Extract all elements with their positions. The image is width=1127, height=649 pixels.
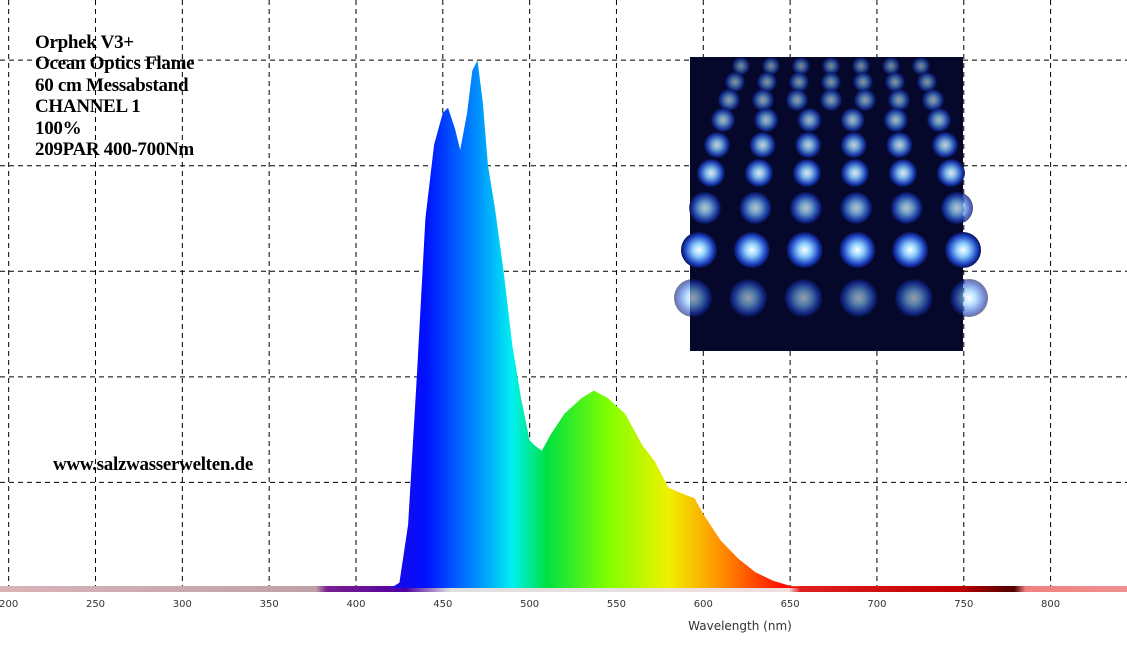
photo-led <box>854 89 876 111</box>
photo-led <box>745 159 773 187</box>
photo-led <box>841 159 869 187</box>
photo-led <box>885 72 905 92</box>
photo-led <box>840 108 865 132</box>
annotation: 100% <box>35 118 81 139</box>
x-tick-label: 650 <box>781 599 800 610</box>
photo-led <box>697 159 725 187</box>
photo-led <box>757 72 777 92</box>
x-tick-label: 300 <box>173 599 192 610</box>
photo-led <box>732 57 750 75</box>
photo-led <box>797 108 822 132</box>
photo-led <box>927 108 951 132</box>
x-tick-label: 350 <box>260 599 279 610</box>
photo-led <box>890 192 923 224</box>
photo-led <box>912 57 930 75</box>
x-tick-label: 500 <box>520 599 539 610</box>
photo-led <box>889 159 917 187</box>
photo-led <box>883 108 908 132</box>
photo-led <box>784 279 823 317</box>
annotation: 209PAR 400-700Nm <box>35 139 194 160</box>
photo-led <box>840 132 867 158</box>
x-tick-label: 550 <box>607 599 626 610</box>
photo-led <box>945 232 981 268</box>
photo-led <box>789 72 809 92</box>
photo-led <box>839 232 876 268</box>
photo-led <box>892 232 929 268</box>
baseline-strip <box>0 586 1127 592</box>
photo-led <box>795 132 822 158</box>
photo-led <box>762 57 780 75</box>
photo-led <box>749 132 776 158</box>
photo-led <box>786 232 823 268</box>
x-tick-label: 200 <box>0 599 18 610</box>
photo-led <box>894 279 933 317</box>
photo-led <box>941 192 973 224</box>
photo-led <box>711 108 735 132</box>
photo-led <box>792 57 810 75</box>
photo-led <box>681 232 717 268</box>
x-tick-label: 700 <box>867 599 886 610</box>
photo-led <box>917 72 937 92</box>
annotation: Ocean Optics Flame <box>35 53 194 74</box>
photo-led <box>853 72 873 92</box>
photo-led <box>789 192 822 224</box>
annotation: CHANNEL 1 <box>35 96 141 117</box>
photo-led <box>718 89 740 111</box>
photo-led <box>729 279 768 317</box>
annotation: Orphek V3+ <box>35 32 134 53</box>
photo-led <box>821 72 841 92</box>
x-tick-label: 250 <box>86 599 105 610</box>
photo-led <box>733 232 770 268</box>
annotation: 60 cm Messabstand <box>35 75 189 96</box>
x-tick-label: 400 <box>346 599 365 610</box>
photo-led <box>950 279 988 317</box>
photo-led <box>888 89 910 111</box>
photo-led <box>852 57 870 75</box>
photo-led <box>793 159 821 187</box>
photo-led <box>739 192 772 224</box>
photo-led <box>725 72 745 92</box>
photo-led <box>932 132 958 158</box>
x-tick-label: 800 <box>1041 599 1060 610</box>
x-tick-label: 450 <box>433 599 452 610</box>
photo-led <box>839 279 878 317</box>
watermark: www.salzwasserwelten.de <box>53 454 253 475</box>
photo-led <box>752 89 774 111</box>
photo-inset <box>674 57 988 351</box>
photo-led <box>786 89 808 111</box>
x-tick-label: 600 <box>694 599 713 610</box>
photo-led <box>820 89 842 111</box>
spectrum-area <box>390 60 808 588</box>
photo-led <box>704 132 730 158</box>
photo-led <box>822 57 840 75</box>
x-tick-label: 750 <box>954 599 973 610</box>
photo-led <box>922 89 944 111</box>
x-axis-label: Wavelength (nm) <box>688 619 792 633</box>
photo-led <box>754 108 779 132</box>
photo-led <box>674 279 712 317</box>
photo-led <box>840 192 873 224</box>
photo-led <box>937 159 965 187</box>
photo-led <box>886 132 913 158</box>
photo-led <box>882 57 900 75</box>
photo-led <box>689 192 721 224</box>
